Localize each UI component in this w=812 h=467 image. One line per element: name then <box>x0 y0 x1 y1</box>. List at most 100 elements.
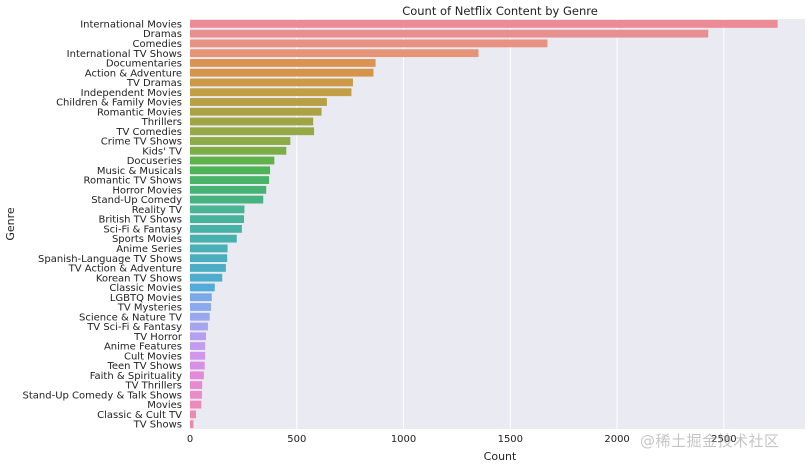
y-tick-label: Action & Adventure <box>85 68 182 79</box>
x-tick-label: 500 <box>287 434 306 445</box>
y-tick-label: Dramas <box>143 29 182 40</box>
y-tick-label: TV Comedies <box>115 127 182 138</box>
bar <box>190 127 315 136</box>
bar <box>190 29 709 38</box>
bar <box>190 137 291 145</box>
y-tick-label: Romantic TV Shows <box>83 176 182 187</box>
x-axis-label: Count <box>484 450 517 463</box>
y-tick-label: LGBTQ Movies <box>110 293 182 304</box>
bar <box>190 205 245 214</box>
y-tick-label: Reality TV <box>132 205 182 216</box>
y-tick-label: Comedies <box>133 39 182 50</box>
bar <box>190 400 202 409</box>
x-tick-label: 0 <box>187 434 193 445</box>
bars <box>190 19 778 429</box>
bar <box>190 273 223 282</box>
y-tick-label: Cult Movies <box>124 351 182 362</box>
y-tick-label: Crime TV Shows <box>101 137 182 148</box>
bar <box>190 234 237 243</box>
bar <box>190 215 245 224</box>
y-tick-label: Children & Family Movies <box>56 98 182 109</box>
bar <box>190 195 264 204</box>
bar <box>190 283 215 292</box>
bar <box>190 49 479 58</box>
bar <box>190 293 212 302</box>
y-tick-label: British TV Shows <box>99 215 183 226</box>
y-tick-label: Sci-Fi & Fantasy <box>103 224 182 235</box>
bar <box>190 39 548 48</box>
bar <box>190 361 205 370</box>
y-tick-label: Classic & Cult TV <box>97 410 182 421</box>
y-tick-label: TV Shows <box>133 420 182 431</box>
bar <box>190 381 203 389</box>
bar <box>190 254 228 263</box>
bar <box>190 78 353 87</box>
y-tick-label: Spanish-Language TV Shows <box>38 254 182 265</box>
bar <box>190 185 267 194</box>
y-tick-label: International TV Shows <box>67 49 182 60</box>
y-tick-label: Docuseries <box>127 156 182 167</box>
y-tick-label: TV Horror <box>133 332 183 343</box>
bar <box>190 19 778 28</box>
y-tick-label: International Movies <box>80 19 182 30</box>
y-tick-label: TV Mysteries <box>117 303 182 314</box>
x-tick-labels: 0 500 1000 1500 2000 2500 <box>187 434 737 445</box>
bar <box>190 371 204 380</box>
bar <box>190 303 211 311</box>
bar <box>190 146 287 155</box>
y-tick-label: Stand-Up Comedy <box>91 195 182 206</box>
bar <box>190 351 206 360</box>
bar <box>190 98 327 106</box>
bar <box>190 107 322 116</box>
y-tick-label: TV Dramas <box>126 78 182 89</box>
y-tick-label: Stand-Up Comedy & Talk Shows <box>23 390 182 401</box>
y-tick-label: Classic Movies <box>109 283 182 294</box>
y-tick-labels: International MoviesDramasComediesIntern… <box>23 19 183 430</box>
bar <box>190 322 208 331</box>
bar <box>190 390 202 399</box>
bar <box>190 68 374 77</box>
x-tick-label: 1000 <box>391 434 416 445</box>
bar <box>190 88 352 97</box>
x-tick-label: 2000 <box>604 434 629 445</box>
y-tick-label: TV Action & Adventure <box>68 264 182 275</box>
plot-area <box>190 19 805 429</box>
y-tick-label: Music & Musicals <box>97 166 182 177</box>
chart-title: Count of Netflix Content by Genre <box>402 4 598 18</box>
y-tick-label: TV Thrillers <box>125 381 183 392</box>
y-tick-label: Teen TV Shows <box>106 361 182 372</box>
bar <box>190 166 271 175</box>
y-tick-label: Horror Movies <box>112 185 182 196</box>
y-tick-label: Kids' TV <box>142 146 182 157</box>
y-tick-label: Korean TV Shows <box>96 273 182 284</box>
bar <box>190 244 228 253</box>
watermark: @稀土掘金技术社区 <box>640 432 780 450</box>
y-tick-label: Faith & Spirituality <box>90 371 182 382</box>
y-tick-label: Romantic Movies <box>97 107 182 118</box>
bar <box>190 176 270 184</box>
bar <box>190 117 314 126</box>
y-tick-label: Anime Features <box>104 342 182 353</box>
bar <box>190 312 210 321</box>
y-tick-label: Sports Movies <box>112 234 182 245</box>
y-tick-label: Thrillers <box>141 117 182 128</box>
y-axis-label: Genre <box>4 207 17 241</box>
bar <box>190 332 207 341</box>
bar <box>190 156 275 165</box>
bar <box>190 264 226 272</box>
y-tick-label: Science & Nature TV <box>79 312 182 323</box>
y-tick-label: Documentaries <box>106 59 182 70</box>
bar <box>190 342 206 350</box>
y-tick-label: Independent Movies <box>81 88 182 99</box>
bar <box>190 59 376 67</box>
grid-lines <box>189 19 725 429</box>
bar <box>190 420 194 429</box>
y-tick-label: TV Sci-Fi & Fantasy <box>86 322 182 333</box>
bar <box>190 224 242 233</box>
y-tick-label: Anime Series <box>116 244 182 255</box>
x-tick-label: 1500 <box>498 434 523 445</box>
x-tick-label: 2500 <box>711 434 736 445</box>
y-tick-label: Movies <box>147 400 182 411</box>
bar <box>190 410 196 419</box>
